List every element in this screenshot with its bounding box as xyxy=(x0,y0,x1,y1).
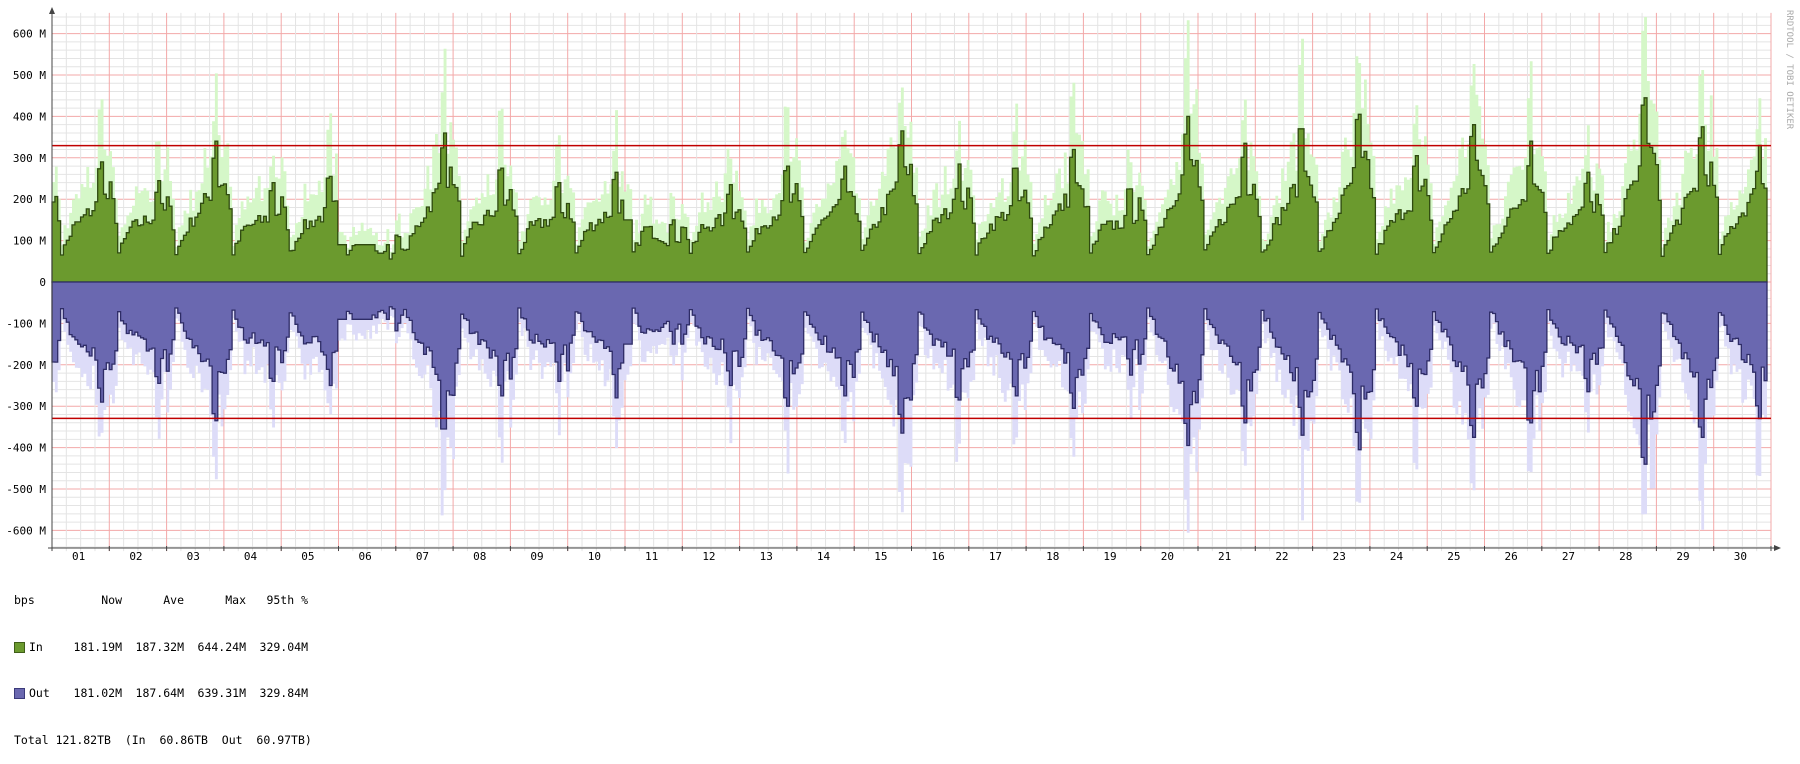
legend-swatch-in xyxy=(14,641,25,653)
legend-name-in: In xyxy=(29,639,43,654)
x-tick-label: 30 xyxy=(1734,550,1747,560)
legend-unit: bps xyxy=(14,593,35,607)
x-tick-label: 07 xyxy=(416,550,429,560)
legend-row-in: In 181.19M 187.32M 644.24M 329.04M xyxy=(14,640,312,656)
legend-in-p95: 329.04M xyxy=(259,639,308,654)
x-tick-label: 01 xyxy=(72,550,85,560)
y-axis-arrow xyxy=(49,7,55,14)
legend-row-out: Out 181.02M 187.64M 639.31M 329.84M xyxy=(14,686,312,702)
x-tick-label: 22 xyxy=(1275,550,1288,560)
percentile-lines xyxy=(52,144,1771,420)
x-tick-label: 06 xyxy=(359,550,372,560)
x-tick-label: 18 xyxy=(1046,550,1059,560)
y-tick-label: -100 M xyxy=(6,317,46,330)
x-tick-label: 08 xyxy=(473,550,486,560)
x-axis-arrow xyxy=(1774,545,1781,551)
y-tick-label: -200 M xyxy=(6,359,46,372)
y-tick-label: 400 M xyxy=(13,110,46,123)
legend-header-now: Now xyxy=(101,593,122,607)
x-tick-label: 26 xyxy=(1505,550,1518,560)
x-tick-label: 14 xyxy=(817,550,831,560)
x-tick-label: 15 xyxy=(874,550,887,560)
legend-in-ave: 187.32M xyxy=(135,639,184,654)
x-tick-label: 23 xyxy=(1333,550,1346,560)
legend-header-p95: 95th % xyxy=(266,593,308,607)
x-tick-label: 12 xyxy=(702,550,715,560)
avg-area-out xyxy=(51,281,1768,465)
legend-total-in-value: 60.86TB xyxy=(159,732,208,747)
x-tick-label: 11 xyxy=(645,550,658,560)
legend: bps Now Ave Max 95th % In 181.19M 187.32… xyxy=(14,562,312,764)
x-tick-label: 24 xyxy=(1390,550,1404,560)
x-tick-label: 02 xyxy=(129,550,142,560)
legend-total-value: 121.82TB xyxy=(55,732,111,747)
x-tick-label: 10 xyxy=(588,550,601,560)
legend-total-row: Total 121.82TB (In 60.86TB Out 60.97TB) xyxy=(14,733,312,749)
x-tick-label: 16 xyxy=(932,550,945,560)
x-tick-label: 19 xyxy=(1103,550,1116,560)
legend-total-in-label: (In xyxy=(124,732,146,747)
legend-total-label: Total xyxy=(14,732,49,747)
y-tick-labels: 600 M 500 M 400 M 300 M 200 M 100 M 0 -100 M -20… xyxy=(6,28,46,538)
x-tick-label: 03 xyxy=(187,550,200,560)
y-tick-label: -400 M xyxy=(6,442,46,455)
x-tick-label: 05 xyxy=(301,550,314,560)
legend-out-p95: 329.84M xyxy=(259,686,308,700)
x-tick-label: 21 xyxy=(1218,550,1231,560)
traffic-chart: 600 M 500 M 400 M 300 M 200 M 100 M 0 -100 M -20… xyxy=(6,7,1794,560)
y-tick-label: -300 M xyxy=(6,400,46,413)
legend-header: bps Now Ave Max 95th % xyxy=(14,593,312,609)
x-tick-label: 25 xyxy=(1447,550,1460,560)
x-tick-label: 27 xyxy=(1562,550,1575,560)
legend-in-max: 644.24M xyxy=(197,639,246,654)
legend-out-ave: 187.64M xyxy=(135,686,184,700)
legend-out-max: 639.31M xyxy=(197,686,246,700)
legend-header-ave: Ave xyxy=(163,593,184,607)
x-tick-label: 13 xyxy=(760,550,773,560)
legend-total-out-label: Out xyxy=(221,732,243,747)
y-tick-label: 100 M xyxy=(13,235,46,248)
legend-total-out-value: 60.97TB) xyxy=(256,732,312,747)
y-tick-label: 500 M xyxy=(13,69,46,82)
average-areas xyxy=(51,97,1768,465)
y-tick-label: 0 xyxy=(39,276,46,289)
x-tick-label: 09 xyxy=(530,550,543,560)
x-tick-label: 20 xyxy=(1161,550,1174,560)
y-tick-label: 300 M xyxy=(13,152,46,165)
watermark-text: RRDTOOL / TOBI OETIKER xyxy=(1784,10,1794,130)
chart-axes xyxy=(48,7,1781,551)
y-tick-label: -600 M xyxy=(6,524,46,537)
legend-swatch-out xyxy=(14,688,25,699)
legend-out-now: 181.02M xyxy=(73,686,122,700)
x-tick-label: 28 xyxy=(1619,550,1632,560)
y-tick-label: 600 M xyxy=(13,28,46,41)
y-tick-label: 200 M xyxy=(13,193,46,206)
legend-in-now: 181.19M xyxy=(73,639,122,654)
legend-header-max: Max xyxy=(225,593,246,607)
avg-area-in xyxy=(51,97,1768,283)
legend-name-out: Out xyxy=(29,686,50,700)
traffic-chart-svg: 600 M 500 M 400 M 300 M 200 M 100 M 0 -100 M -20… xyxy=(6,7,1794,560)
x-tick-labels: 01 02 03 04 05 06 07 08 09 10 11 12 13 14 15 16 17 18 19 20… xyxy=(72,550,1747,560)
x-tick-label: 29 xyxy=(1676,550,1689,560)
x-tick-label: 17 xyxy=(989,550,1002,560)
y-tick-label: -500 M xyxy=(6,483,46,496)
x-tick-label: 04 xyxy=(244,550,258,560)
